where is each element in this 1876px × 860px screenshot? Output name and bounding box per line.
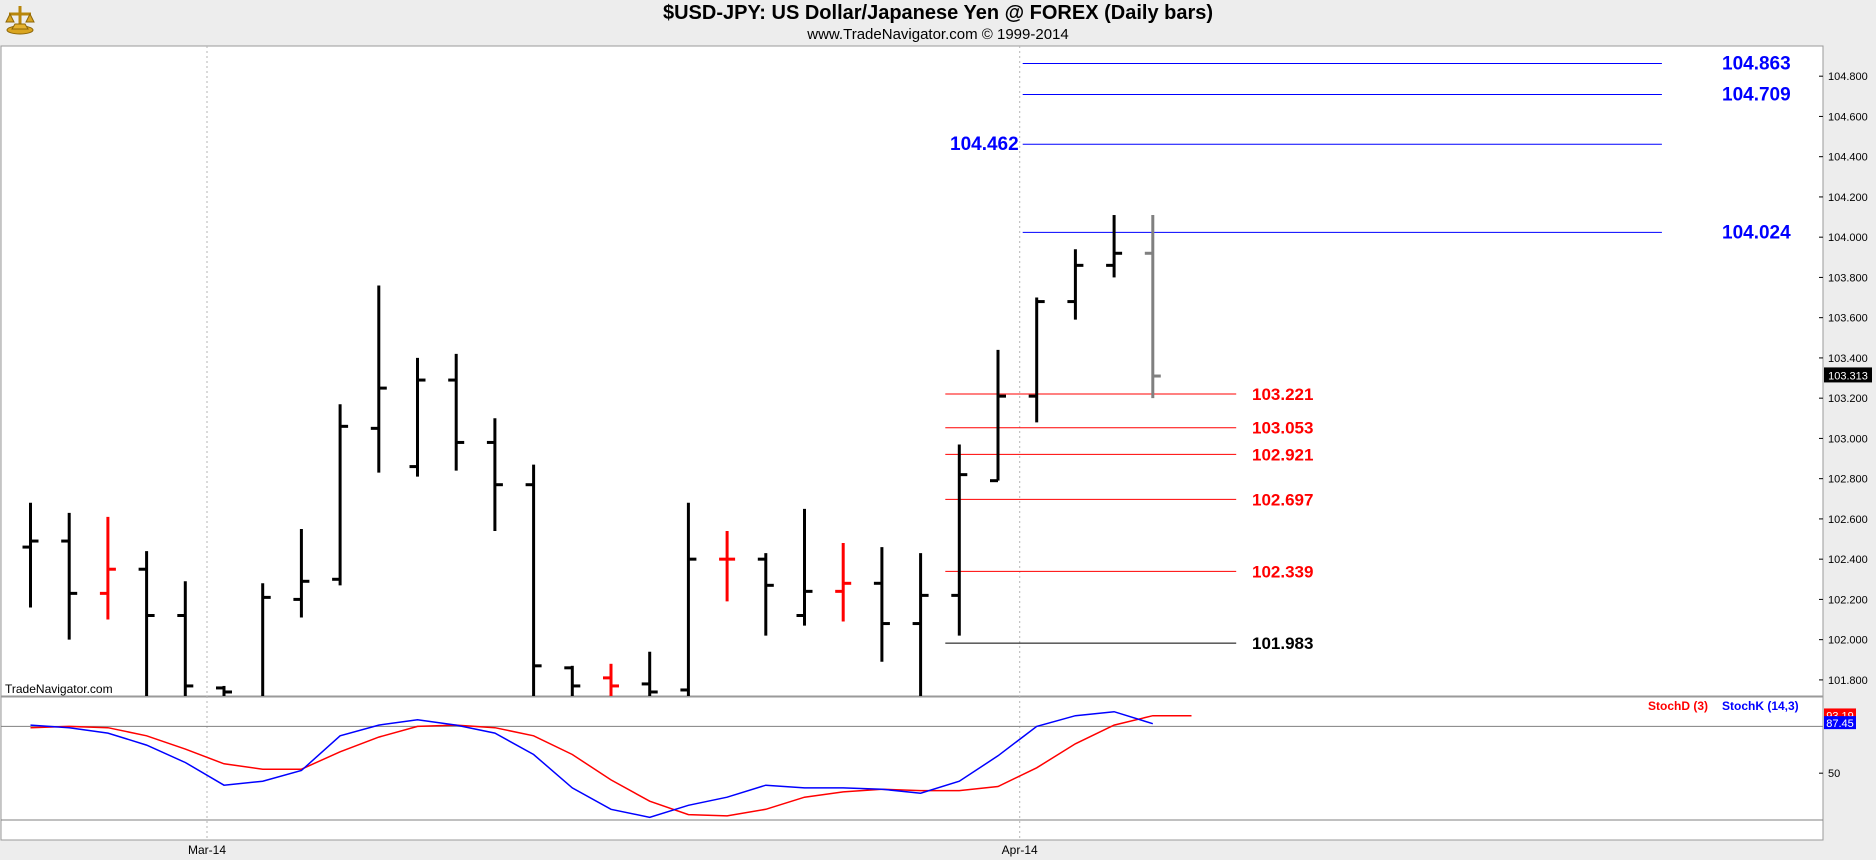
level-line-label: 102.697 (1252, 490, 1313, 509)
date-tick-label: Apr-14 (1002, 843, 1038, 857)
level-line-label: 104.863 (1722, 54, 1791, 75)
ohlc-bar[interactable] (873, 547, 890, 662)
stoch-value-tag (1824, 716, 1856, 730)
ohlc-bar[interactable] (1067, 249, 1084, 320)
price-tick-label: 103.000 (1828, 433, 1868, 445)
ohlc-bar[interactable] (138, 551, 155, 696)
ohlc-bar[interactable] (603, 663, 619, 696)
ohlc-bar[interactable] (293, 528, 310, 618)
ohlc-bar[interactable] (525, 464, 542, 696)
ohlc-bar[interactable] (719, 530, 736, 602)
price-tick-label: 103.800 (1828, 272, 1868, 284)
stoch-value-tag-label: 87.45 (1826, 718, 1854, 730)
trade-navigator-logo-icon (5, 6, 35, 35)
stoch-d-legend: StochD (3) (1648, 699, 1708, 713)
stoch-k-line[interactable] (30, 710, 1154, 819)
ohlc-bar[interactable] (564, 665, 581, 696)
ohlc-bar[interactable] (409, 357, 426, 477)
price-tick-label: 102.400 (1828, 554, 1868, 566)
ohlc-bar[interactable] (951, 444, 968, 636)
chart-subtitle: www.TradeNavigator.com © 1999-2014 (807, 26, 1069, 43)
chart-header: $USD-JPY: US Dollar/Japanese Yen @ FOREX… (0, 0, 1876, 46)
ohlc-bar[interactable] (177, 581, 194, 696)
ohlc-bar[interactable] (22, 502, 39, 608)
ohlc-bar[interactable] (448, 353, 465, 471)
ohlc-bar[interactable] (486, 418, 503, 531)
ohlc-bar[interactable] (1144, 215, 1161, 399)
price-tick-label: 104.000 (1828, 232, 1868, 244)
level-line-label: 103.053 (1252, 419, 1313, 438)
price-bars (22, 215, 1161, 696)
price-tick-label: 104.400 (1828, 152, 1868, 164)
date-tick-label: Mar-14 (188, 843, 226, 857)
price-tick-label: 102.000 (1828, 635, 1868, 647)
price-tick-label: 104.600 (1828, 111, 1868, 123)
price-tick-label: 102.200 (1828, 594, 1868, 606)
price-tick-label: 102.800 (1828, 474, 1868, 486)
chart-title: $USD-JPY: US Dollar/Japanese Yen @ FOREX… (662, 2, 1214, 24)
level-line-label: 104.709 (1722, 84, 1791, 105)
ohlc-bar[interactable] (261, 583, 271, 696)
date-axis: Mar-14 Apr-14 (188, 843, 1038, 857)
ohlc-bar[interactable] (680, 502, 697, 696)
stoch-k-legend: StochK (14,3) (1722, 699, 1799, 713)
level-line-label: 102.339 (1252, 562, 1313, 581)
ohlc-bar[interactable] (835, 543, 852, 622)
price-tick-label: 103.400 (1828, 353, 1868, 365)
level-line-label: 101.983 (1252, 634, 1313, 653)
price-tick-label: 104.800 (1828, 71, 1868, 83)
price-tick-label: 102.600 (1828, 514, 1868, 526)
ohlc-bar[interactable] (332, 404, 349, 586)
price-panel-background (0, 45, 1824, 697)
ohlc-bar[interactable] (1106, 215, 1123, 278)
ohlc-bar[interactable] (641, 651, 658, 696)
ohlc-bar[interactable] (99, 516, 116, 620)
ohlc-bar[interactable] (216, 685, 232, 696)
ohlc-bar[interactable] (370, 285, 387, 473)
price-tick-label: 103.600 (1828, 313, 1868, 325)
ohlc-bar[interactable] (1028, 297, 1045, 423)
ohlc-bar[interactable] (990, 349, 1006, 483)
price-tick-label: 101.800 (1828, 675, 1868, 687)
stoch-tick-label: 50 (1828, 768, 1840, 780)
stochastic-panel: StochD (3)StochK (14,3)5093.1987.45 (1, 699, 1856, 821)
level-lines: 104.863 104.709 104.462 104.024 103.221 103.0… (945, 54, 1791, 653)
ohlc-bar[interactable] (912, 553, 929, 696)
level-line-label: 104.024 (1722, 222, 1791, 243)
level-line-label: 102.921 (1252, 445, 1313, 464)
watermark-text: TradeNavigator.com (5, 682, 113, 696)
ohlc-bar[interactable] (61, 512, 78, 640)
ohlc-bar[interactable] (796, 508, 813, 626)
price-tick-label: 103.200 (1828, 393, 1868, 405)
ohlc-bar[interactable] (757, 553, 774, 636)
level-line-label: 103.221 (1252, 385, 1313, 404)
price-axis: 101.800 102.000 102.200 102.400 102.600 102.8… (1819, 71, 1872, 687)
last-price-tag (1824, 367, 1872, 383)
price-tick-label: 104.200 (1828, 192, 1868, 204)
date-gridlines (206, 46, 1021, 840)
level-line-label: 104.462 (950, 134, 1019, 155)
stoch-d-line[interactable] (30, 714, 1192, 817)
last-price-tag-label: 103.313 (1828, 370, 1868, 382)
